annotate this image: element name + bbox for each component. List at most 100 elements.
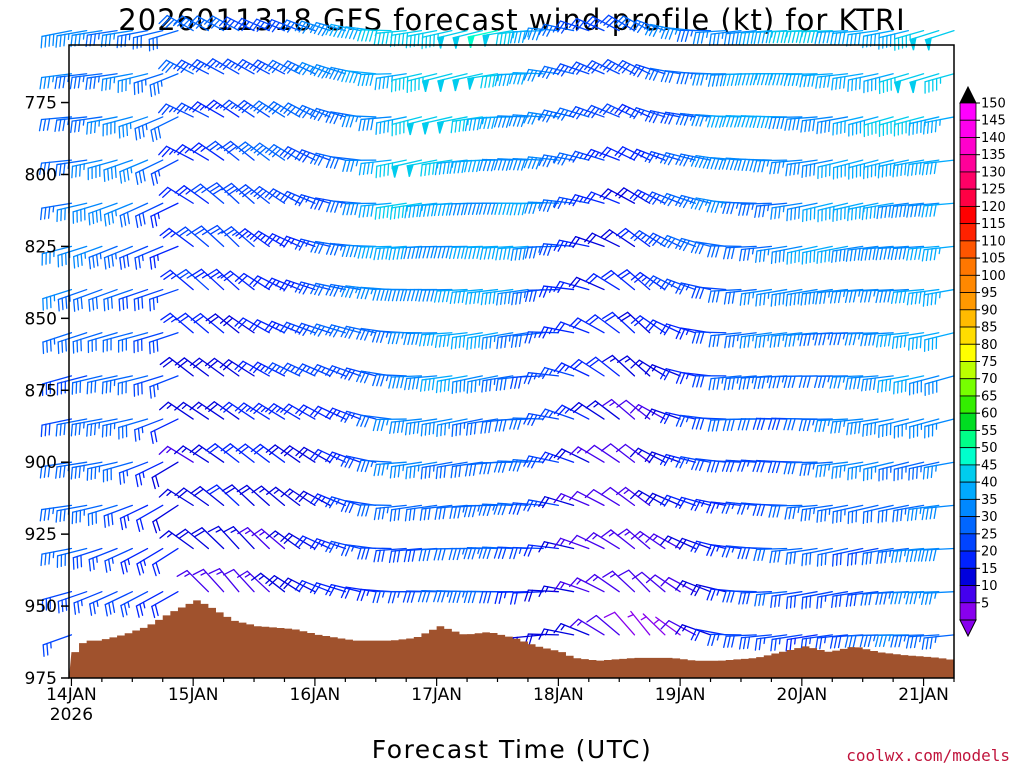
- wind-barb: [921, 245, 955, 262]
- wind-barb: [814, 29, 849, 45]
- wind-barb: [358, 159, 392, 176]
- wind-barb: [87, 504, 118, 527]
- wind-barb: [279, 190, 316, 204]
- wind-barb: [375, 116, 407, 135]
- wind-barb: [309, 538, 346, 551]
- colorbar-swatch: [959, 516, 977, 535]
- wind-barb: [40, 418, 73, 438]
- wind-barb: [585, 573, 620, 593]
- wind-barb: [644, 492, 681, 507]
- wind-barb: [174, 401, 210, 420]
- wind-barb: [786, 202, 818, 222]
- wind-barb: [204, 357, 240, 377]
- wind-barb: [341, 70, 377, 84]
- wind-barb: [768, 116, 803, 130]
- wind-barb: [250, 572, 286, 593]
- wind-barb: [583, 104, 620, 119]
- wind-barb: [294, 281, 331, 295]
- wind-barb: [150, 418, 179, 445]
- wind-barb: [208, 568, 240, 593]
- wind-barb: [832, 159, 864, 180]
- wind-barb: [816, 504, 849, 523]
- x-tick-label: 14JAN: [46, 685, 97, 705]
- wind-barb: [906, 504, 940, 522]
- wind-barb: [692, 29, 727, 45]
- wind-barb: [160, 312, 194, 334]
- wind-barb: [799, 461, 833, 477]
- wind-barb: [309, 364, 346, 377]
- wind-barb: [894, 73, 925, 94]
- wind-barb: [249, 361, 286, 377]
- wind-barb: [659, 234, 696, 249]
- wind-barb: [640, 613, 666, 636]
- wind-barb: [309, 493, 346, 507]
- wind-barb: [524, 245, 560, 259]
- wind-barb: [509, 546, 544, 560]
- colorbar-label: 70: [981, 372, 998, 387]
- colorbar-swatch: [959, 498, 977, 518]
- wind-barb: [190, 485, 225, 507]
- wind-barb: [553, 239, 590, 252]
- wind-barb: [249, 100, 286, 118]
- colorbar-swatch: [959, 188, 977, 207]
- x-axis-label: Forecast Time (UTC): [372, 735, 652, 764]
- wind-barb: [158, 186, 194, 204]
- credit-text: coolwx.com/models: [846, 746, 1010, 765]
- wind-barb: [738, 202, 773, 216]
- wind-barb: [435, 375, 468, 394]
- wind-barb: [160, 269, 194, 291]
- wind-barb: [723, 634, 757, 648]
- wind-barb: [309, 21, 346, 37]
- wind-barb: [119, 504, 149, 531]
- wind-barb: [553, 20, 590, 34]
- wind-barb: [553, 321, 590, 334]
- wind-barb: [175, 226, 210, 248]
- wind-barb: [496, 332, 529, 350]
- wind-barb: [644, 451, 681, 464]
- wind-barb: [627, 610, 651, 636]
- wind-barb: [920, 547, 955, 562]
- wind-barb: [70, 116, 103, 134]
- wind-barb: [372, 373, 407, 387]
- wind-barb: [538, 585, 575, 598]
- wind-barb: [645, 275, 681, 291]
- wind-barb: [39, 73, 73, 90]
- wind-barb: [234, 59, 270, 75]
- wind-barb: [188, 101, 225, 118]
- wind-barb: [538, 154, 575, 168]
- wind-barb: [660, 576, 696, 593]
- wind-barb: [436, 116, 468, 134]
- wind-barb: [71, 159, 103, 179]
- wind-barb: [42, 288, 73, 311]
- wind-barb: [205, 313, 240, 334]
- wind-barb: [801, 547, 833, 567]
- wind-barb: [603, 611, 636, 636]
- wind-barb: [908, 375, 940, 396]
- wind-barb: [249, 319, 286, 334]
- wind-barb: [341, 114, 377, 128]
- wind-barb: [341, 544, 377, 557]
- wind-barb: [251, 485, 286, 507]
- colorbar-label: 40: [981, 476, 998, 491]
- wind-barb: [103, 504, 133, 528]
- wind-barb: [862, 504, 894, 525]
- wind-barb: [249, 230, 286, 248]
- wind-barb: [159, 401, 194, 420]
- wind-barb: [905, 634, 940, 649]
- wind-barb: [86, 116, 118, 135]
- wind-barb: [923, 116, 955, 135]
- wind-barb: [769, 332, 803, 348]
- y-tick-label: 875: [25, 381, 57, 401]
- colorbar-label: 90: [981, 303, 998, 318]
- wind-barb: [800, 288, 833, 306]
- colorbar-swatch: [959, 343, 977, 362]
- wind-barb: [451, 418, 483, 438]
- wind-barb: [279, 321, 316, 334]
- wind-barb: [754, 332, 788, 349]
- wind-barb: [118, 418, 149, 440]
- wind-barb: [553, 581, 590, 593]
- wind-barb: [236, 484, 270, 507]
- colorbar-label: 5: [981, 596, 989, 611]
- wind-barb: [770, 245, 803, 265]
- wind-barb: [876, 547, 910, 565]
